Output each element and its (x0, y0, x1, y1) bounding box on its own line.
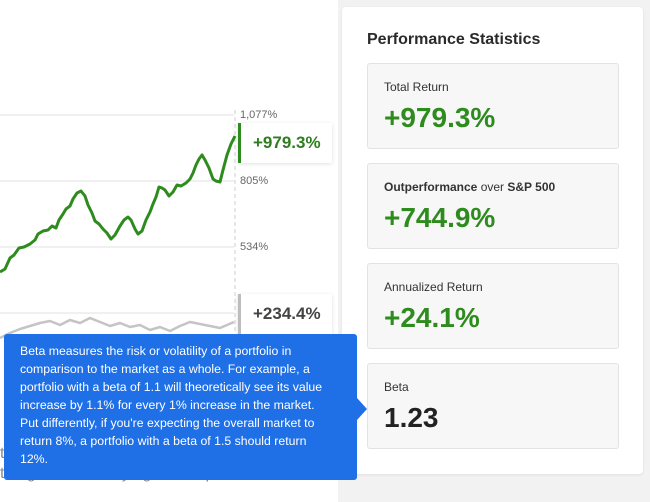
stat-value: +979.3% (384, 102, 496, 133)
stat-value: +744.9% (384, 202, 496, 233)
total-return-card: Total Return +979.3% (367, 63, 619, 149)
tooltip-line: Put differently, if you're expecting the… (20, 416, 315, 430)
stat-label-bold: S&P 500 (507, 180, 556, 194)
outperformance-card: Outperformance over S&P 500 +744.9% (367, 163, 619, 249)
beta-tooltip: Beta measures the risk or volatility of … (4, 334, 357, 480)
tooltip-text: Beta measures the risk or volatility of … (20, 342, 347, 468)
portfolio-line (0, 135, 237, 274)
axis-tick-label: 805% (240, 175, 269, 187)
stat-label: Outperformance over S&P 500 (384, 180, 555, 194)
tooltip-line: comparison to the market as a whole. For… (20, 362, 310, 376)
tooltip-line: increase by 1.1% for every 1% increase i… (20, 398, 315, 412)
stat-value: 1.23 (384, 402, 439, 433)
stat-value: +24.1% (384, 302, 480, 333)
axis-tick-label: 534% (240, 241, 269, 253)
axis-tick-label: 1,077% (240, 109, 278, 121)
benchmark-line (0, 316, 235, 340)
tooltip-arrow (357, 398, 367, 420)
benchmark-return-callout: +234.4% (238, 294, 332, 334)
annualized-return-card: Annualized Return +24.1% (367, 263, 619, 349)
performance-statistics-panel: Performance Statistics Total Return +979… (342, 7, 643, 474)
stat-label-bold: Outperformance (384, 180, 478, 194)
chart-canvas (0, 110, 237, 340)
stat-label: Annualized Return (384, 280, 483, 294)
beta-card[interactable]: Beta 1.23 (367, 363, 619, 449)
stat-label: Beta (384, 380, 409, 394)
tooltip-line: 12%. (20, 452, 49, 466)
panel-title: Performance Statistics (367, 31, 541, 48)
tooltip-line: Beta measures the risk or volatility of … (20, 344, 292, 358)
tooltip-line: portfolio with a beta of 1.1 will theore… (20, 380, 323, 394)
portfolio-return-callout: +979.3% (238, 123, 332, 163)
stat-label-text: over (477, 180, 508, 194)
stat-label: Total Return (384, 80, 449, 94)
tooltip-line: return 8%, a portfolio with a beta of 1.… (20, 434, 307, 448)
